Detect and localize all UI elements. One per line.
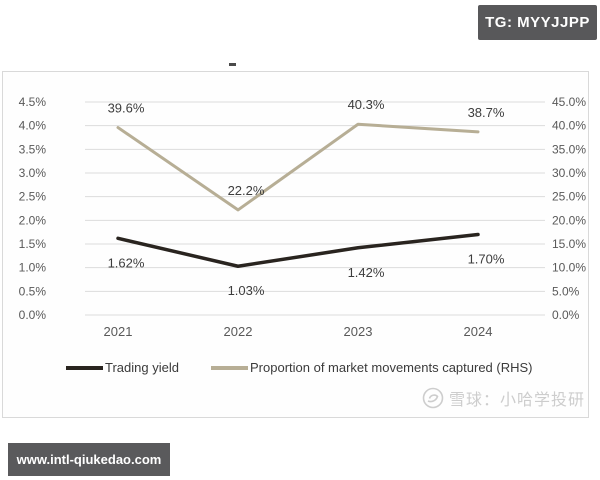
left-axis-tick: 1.0%	[19, 261, 47, 275]
cropped-title-fragment	[229, 63, 236, 66]
x-axis-label: 2022	[224, 324, 253, 339]
legend-item-trading-yield: Trading yield	[66, 360, 179, 375]
data-label: 1.70%	[468, 252, 505, 267]
left-axis-tick: 2.5%	[19, 190, 47, 204]
left-axis-tick: 1.5%	[19, 237, 47, 251]
left-axis-tick: 0.0%	[19, 308, 47, 322]
right-axis-tick: 40.0%	[552, 119, 586, 133]
series-line-left	[116, 232, 480, 268]
trading-yield-line-swatch	[66, 365, 103, 370]
right-axis-tick: 35.0%	[552, 142, 586, 156]
legend-label-proportion-captured: Proportion of market movements captured …	[250, 360, 533, 375]
left-axis-tick: 2.0%	[19, 213, 47, 227]
data-label: 1.03%	[228, 283, 265, 298]
left-axis-tick: 0.5%	[19, 284, 47, 298]
x-axis-label: 2024	[464, 324, 493, 339]
data-label: 22.2%	[228, 183, 265, 198]
xueqiu-watermark: 雪球：小哈学投研	[422, 386, 585, 410]
right-axis-tick: 5.0%	[552, 284, 580, 298]
series-line-right	[116, 122, 480, 212]
right-axis-tick: 15.0%	[552, 237, 586, 251]
xueqiu-snowball-icon	[422, 387, 444, 409]
left-axis-tick: 3.5%	[19, 142, 47, 156]
telegram-badge: TG: MYYJJPP	[478, 5, 597, 40]
right-axis-tick: 10.0%	[552, 261, 586, 275]
data-label: 38.7%	[468, 105, 505, 120]
data-label: 39.6%	[108, 101, 145, 116]
proportion-line-swatch	[211, 365, 248, 370]
left-axis-tick: 4.5%	[19, 95, 47, 109]
right-axis-tick: 0.0%	[552, 308, 580, 322]
data-label: 1.42%	[348, 265, 385, 280]
right-axis-tick: 45.0%	[552, 95, 586, 109]
xueqiu-watermark-text: 雪球：小哈学投研	[448, 392, 585, 409]
x-axis-label: 2021	[104, 324, 133, 339]
left-axis-tick: 4.0%	[19, 119, 47, 133]
legend-item-proportion-captured: Proportion of market movements captured …	[211, 360, 533, 375]
data-label: 40.3%	[348, 97, 385, 112]
right-axis-tick: 20.0%	[552, 213, 586, 227]
right-axis-tick: 30.0%	[552, 166, 586, 180]
left-axis-tick: 3.0%	[19, 166, 47, 180]
website-watermark: www.intl-qiukedao.com	[8, 443, 170, 476]
data-label: 1.62%	[108, 255, 145, 270]
legend-label-trading-yield: Trading yield	[105, 360, 179, 375]
x-axis-label: 2023	[344, 324, 373, 339]
right-axis-tick: 25.0%	[552, 190, 586, 204]
